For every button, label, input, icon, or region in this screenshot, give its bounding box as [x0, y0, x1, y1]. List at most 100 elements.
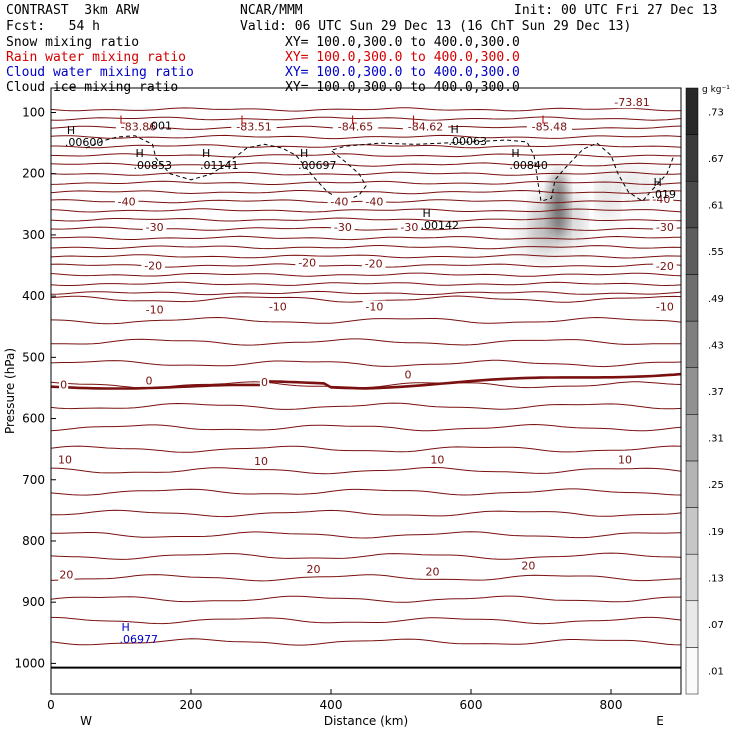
temperature-label: -83.86	[121, 121, 156, 134]
isotherm-line	[51, 235, 681, 241]
colorbar-segment	[685, 320, 699, 368]
temp-label-bg	[144, 374, 154, 387]
temp-label-bg	[142, 303, 167, 316]
temp-label-bg	[115, 120, 162, 133]
ice-shading-blob-4	[600, 167, 615, 223]
temperature-label: -10	[656, 301, 674, 314]
y-tick-label: 1000	[14, 656, 45, 670]
isotherm-line	[51, 488, 681, 496]
isotherm-line	[51, 316, 681, 325]
temp-label-bg	[616, 453, 634, 466]
temp-label-bg	[526, 120, 572, 133]
west-label: W	[80, 714, 92, 728]
temperature-label: -73.81	[614, 96, 649, 109]
temperature-label: -30	[146, 221, 164, 234]
isotherm-line	[51, 595, 681, 603]
colorbar-tick-label: .67	[708, 154, 724, 165]
colorbar-tick-label: .49	[708, 294, 724, 305]
temperature-label: 20	[307, 563, 321, 576]
y-tick-label: 900	[22, 595, 45, 609]
y-tick-label: 400	[22, 289, 45, 303]
y-tick-label: 700	[22, 473, 45, 487]
x-tick-label: 400	[320, 698, 343, 712]
temperature-label: 0	[261, 376, 268, 389]
temperature-label: -20	[365, 258, 383, 271]
temp-label-bg	[231, 120, 277, 133]
isotherm-line	[51, 272, 681, 277]
high-value-label: .00142	[421, 219, 460, 232]
colorbar-tick-label: .73	[708, 107, 724, 118]
colorbar-segment	[685, 367, 699, 415]
isotherm-line	[51, 171, 681, 176]
isotherm-line	[51, 217, 681, 222]
isotherm-line	[51, 162, 681, 167]
high-marker: H	[122, 621, 130, 634]
isotherm-line	[51, 509, 681, 518]
plot-frame	[50, 87, 682, 695]
high-value-label: .00840	[509, 159, 548, 172]
high-value-label: .001	[148, 120, 173, 133]
colorbar-segment	[685, 600, 699, 648]
freezing-level-line	[51, 372, 681, 390]
colorbar-tick-label: .31	[708, 434, 724, 445]
temp-label-bg	[653, 260, 677, 273]
x-tick-label: 200	[180, 698, 203, 712]
temp-label-bg	[58, 568, 75, 581]
isotherm-line	[51, 467, 681, 475]
temperature-label: -10	[146, 304, 164, 317]
low-marker: L	[240, 114, 247, 127]
colorbar-segment	[685, 414, 699, 462]
colorbar-segment	[685, 87, 699, 135]
field-snow-label: Snow mixing ratio	[6, 35, 140, 50]
temperature-label: -30	[400, 221, 418, 234]
isotherm-line	[51, 153, 681, 158]
high-value-label: .00697	[298, 159, 337, 172]
temp-label-bg	[56, 453, 74, 466]
temperature-label: -30	[656, 221, 674, 234]
colorbar-tick-label: .19	[708, 527, 724, 538]
colorbar-tick-label: .01	[708, 667, 724, 678]
temperature-label: 20	[426, 566, 440, 579]
isotherm-line	[51, 134, 681, 140]
isotherm-line	[51, 445, 681, 453]
temperature-label: -30	[334, 221, 352, 234]
temp-label-bg	[361, 257, 386, 270]
field-rain-label: Rain water mixing ratio	[6, 50, 187, 65]
y-tick-label: 600	[22, 412, 45, 426]
east-label: E	[656, 714, 664, 728]
colorbar-segment	[685, 227, 699, 275]
temperature-label: 10	[430, 454, 444, 467]
temp-label-bg	[114, 195, 139, 208]
temp-label-bg	[295, 256, 319, 269]
high-marker: H	[511, 147, 519, 160]
isotherm-line	[51, 616, 681, 625]
temp-label-bg	[402, 120, 449, 133]
temperature-label: -10	[365, 301, 383, 314]
y-tick-label: 200	[22, 167, 45, 181]
temperature-label: -40	[365, 195, 383, 208]
colorbar-segment	[685, 553, 699, 602]
isotherm-line	[51, 254, 681, 259]
temperature-label: -20	[298, 257, 316, 270]
temp-label-bg	[653, 300, 677, 313]
temp-label-bg	[653, 221, 677, 234]
temp-label-bg	[332, 120, 379, 133]
x-tick-label: 800	[600, 698, 623, 712]
high-marker: H	[423, 207, 431, 220]
high-marker: H	[451, 123, 459, 136]
colorbar-tick-label: .25	[708, 480, 724, 491]
field-snow-xy: XY= 100.0,300.0 to 400.0,300.0	[285, 35, 520, 50]
temp-label-bg	[142, 221, 167, 234]
low-marker: L	[541, 114, 548, 127]
isotherm-line	[51, 531, 681, 539]
y-tick-label: 100	[22, 105, 45, 119]
y-tick-label: 800	[22, 534, 45, 548]
temp-label-bg	[266, 300, 290, 313]
temp-label-bg	[403, 368, 413, 381]
y-tick-label: 500	[22, 350, 45, 364]
isotherm-line	[51, 359, 681, 368]
isotherm-line	[51, 338, 681, 346]
field-cloudwater-label: Cloud water mixing ratio	[6, 65, 194, 80]
isotherm-line	[51, 143, 681, 149]
